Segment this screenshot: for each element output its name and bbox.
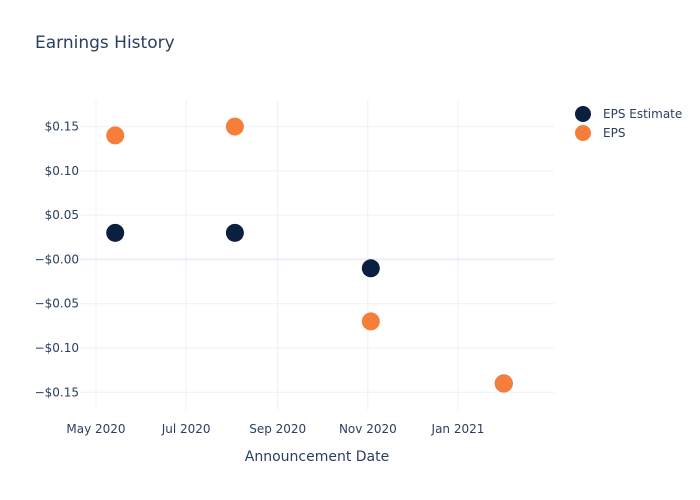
x-axis-ticks: May 2020 Jul 2020 Sep 2020 Nov 2020 Jan 2021 (66, 422, 484, 436)
y-axis-ticks: $0.15 $0.10 $0.05 −$0.00 −$0.05 −$0.10 −$0.15 (35, 120, 79, 400)
legend-label[interactable]: EPS Estimate (603, 107, 682, 121)
x-axis-title: Announcement Date (245, 449, 389, 465)
x-tick-label: Nov 2020 (339, 422, 397, 436)
y-tick-label: −$0.15 (35, 385, 79, 399)
data-points (106, 117, 513, 393)
y-tick-label: $0.15 (45, 120, 79, 134)
chart-title: Earnings History (35, 33, 175, 53)
y-tick-label: $0.05 (45, 208, 79, 222)
eps-point[interactable] (494, 374, 513, 393)
eps-estimate-point[interactable] (106, 223, 125, 242)
x-tick-label: Jul 2020 (161, 422, 211, 436)
eps-point[interactable] (361, 312, 380, 331)
y-tick-label: −$0.00 (35, 252, 79, 266)
legend-marker[interactable] (575, 106, 591, 122)
eps-point[interactable] (225, 117, 244, 136)
eps-estimate-point[interactable] (225, 223, 244, 242)
legend: EPS Estimate EPS (575, 106, 682, 141)
x-tick-label: Sep 2020 (249, 422, 306, 436)
eps-point[interactable] (106, 126, 125, 145)
y-tick-label: −$0.10 (35, 341, 79, 355)
eps-estimate-point[interactable] (361, 259, 380, 278)
x-tick-label: May 2020 (66, 422, 125, 436)
x-tick-label: Jan 2021 (431, 422, 485, 436)
legend-marker[interactable] (575, 125, 591, 141)
y-tick-label: $0.10 (45, 164, 79, 178)
y-tick-label: −$0.05 (35, 297, 79, 311)
grid-lines (80, 100, 554, 410)
legend-label[interactable]: EPS (603, 126, 625, 140)
